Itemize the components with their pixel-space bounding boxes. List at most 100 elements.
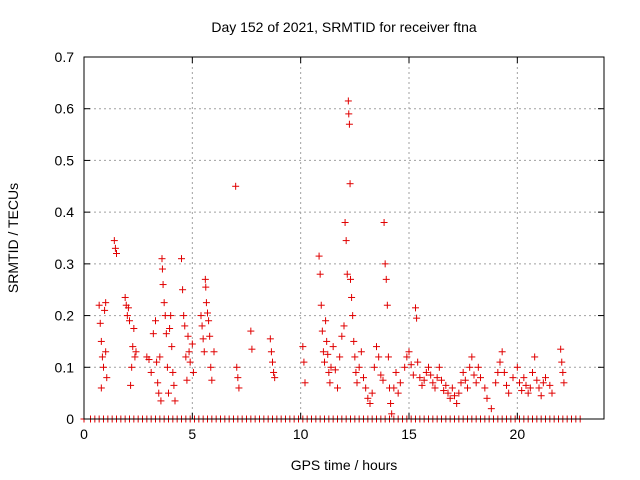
data-point: [516, 379, 523, 387]
y-tick-label: 0.2: [55, 308, 75, 324]
data-point: [210, 348, 218, 356]
data-point: [188, 340, 196, 348]
data-point: [319, 348, 327, 356]
data-point: [366, 399, 374, 407]
x-tick-label: 10: [293, 426, 309, 442]
data-point: [159, 281, 167, 289]
data-point: [347, 275, 354, 283]
y-tick-label: 0.1: [55, 359, 75, 375]
data-point: [197, 312, 205, 320]
data-point: [331, 366, 339, 374]
data-point: [353, 379, 361, 387]
data-point: [340, 322, 348, 330]
data-point: [513, 363, 521, 371]
x-tick-label: 15: [401, 426, 417, 442]
data-point: [352, 368, 360, 376]
data-point: [201, 275, 209, 283]
data-point: [324, 350, 332, 358]
data-point: [127, 381, 135, 389]
data-point: [232, 182, 240, 190]
data-point: [199, 335, 207, 343]
data-point: [165, 389, 172, 397]
data-point: [169, 368, 177, 376]
data-point: [163, 363, 171, 371]
data-point: [186, 358, 194, 366]
data-point: [498, 348, 506, 356]
data-point: [368, 389, 376, 397]
data-point: [234, 374, 242, 382]
data-point: [494, 368, 502, 376]
data-point: [348, 293, 356, 301]
data-point: [546, 381, 554, 389]
data-point: [346, 180, 354, 188]
data-point: [345, 110, 353, 118]
data-point: [129, 343, 137, 351]
data-point: [349, 312, 357, 320]
data-point: [247, 327, 255, 335]
data-point: [451, 392, 458, 400]
x-tick-label: 5: [188, 426, 196, 442]
data-point: [113, 250, 120, 258]
data-point: [152, 317, 159, 325]
data-point: [121, 293, 129, 301]
data-point: [315, 252, 323, 260]
data-point: [522, 381, 530, 389]
data-point: [435, 363, 443, 371]
data-point: [529, 368, 536, 376]
data-point: [95, 301, 103, 309]
data-point: [403, 353, 411, 361]
data-point: [509, 374, 517, 382]
data-point: [102, 348, 110, 356]
data-point: [414, 358, 422, 366]
data-point: [422, 368, 430, 376]
data-point: [323, 337, 331, 345]
data-point: [396, 379, 404, 387]
data-point: [457, 379, 465, 387]
data-point: [438, 376, 445, 384]
data-point: [158, 265, 166, 273]
data-point: [548, 389, 556, 397]
data-point: [464, 384, 471, 392]
data-point: [427, 371, 435, 379]
data-point: [370, 363, 378, 371]
data-point: [384, 353, 392, 361]
data-point: [343, 270, 351, 278]
data-point: [317, 301, 325, 309]
data-point: [205, 317, 213, 325]
data-point: [383, 301, 391, 309]
data-point: [156, 353, 164, 361]
data-point: [206, 332, 214, 340]
data-point: [266, 335, 274, 343]
data-point: [128, 363, 136, 371]
data-point: [429, 379, 437, 387]
data-point: [184, 332, 192, 340]
data-point: [382, 275, 390, 283]
data-point: [101, 306, 109, 314]
data-point: [472, 379, 480, 387]
data-point: [392, 368, 400, 376]
data-point: [360, 374, 367, 382]
data-point: [149, 330, 157, 338]
data-point: [364, 394, 372, 402]
data-point: [166, 325, 174, 332]
data-point: [387, 399, 395, 407]
data-point: [183, 376, 191, 384]
data-point: [344, 97, 352, 105]
data-point: [470, 371, 478, 379]
plot-frame: [83, 56, 605, 420]
data-point: [380, 218, 388, 226]
data-point: [407, 361, 415, 369]
data-point: [531, 353, 539, 361]
data-point: [425, 363, 432, 371]
data-point: [329, 343, 337, 351]
data-point: [124, 304, 132, 312]
data-point: [322, 317, 330, 325]
data-point: [481, 384, 489, 392]
data-point: [558, 358, 566, 366]
data-point: [200, 348, 208, 356]
data-point: [157, 397, 165, 405]
data-point: [336, 353, 344, 361]
data-point: [533, 376, 541, 384]
data-point: [180, 312, 188, 320]
data-point: [362, 384, 370, 392]
